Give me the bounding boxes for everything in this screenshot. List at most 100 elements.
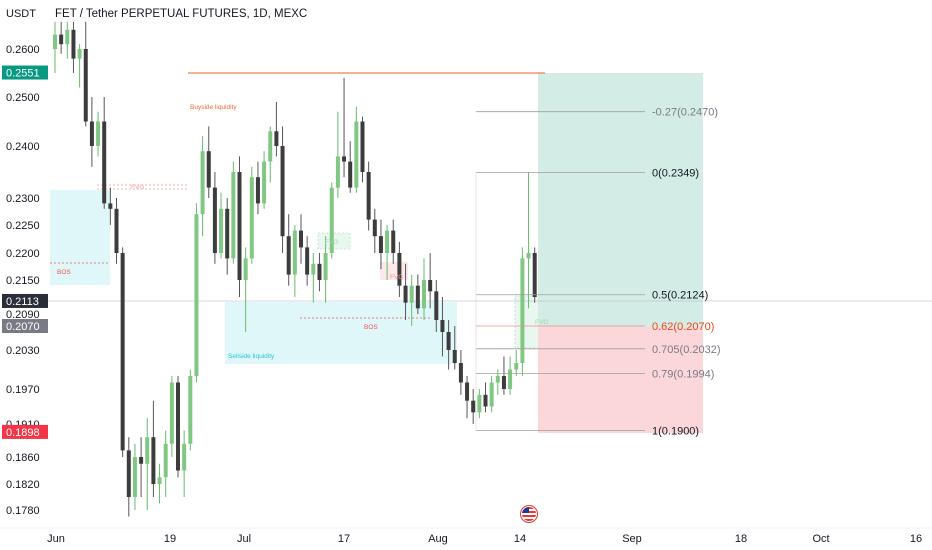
fib-label: 0.79(0.1994): [652, 368, 714, 380]
candle-body: [249, 177, 254, 259]
candle-body: [360, 121, 365, 172]
candle: [378, 219, 383, 270]
candle: [526, 172, 531, 309]
candle: [120, 247, 125, 457]
candle-body: [329, 187, 334, 253]
time-tick: 19: [164, 533, 176, 545]
candle-body: [194, 214, 199, 376]
candle-body: [489, 382, 494, 407]
candle: [489, 376, 494, 413]
fib-label: -0.27(0.2470): [652, 107, 718, 119]
candle: [434, 280, 439, 332]
candle: [458, 350, 463, 395]
candle: [194, 203, 199, 383]
candle: [391, 219, 396, 264]
candle-body: [59, 34, 64, 45]
candle-body: [526, 253, 531, 259]
candle: [446, 320, 451, 370]
candle-body: [114, 208, 119, 253]
fib-label: 0.5(0.2124): [652, 290, 708, 302]
candle-body: [299, 230, 303, 248]
candle-body: [323, 253, 328, 280]
candle-body: [96, 121, 101, 146]
time-tick: Oct: [812, 533, 829, 545]
candle: [102, 97, 107, 209]
candle-body: [422, 280, 426, 309]
candle: [188, 369, 193, 451]
fib-label: 0.705(0.2032): [652, 344, 721, 356]
candle: [200, 136, 205, 237]
candle: [280, 126, 285, 253]
price-tag-bg: [2, 424, 48, 439]
sellside-liquidity-label: Sellside liquidity: [228, 353, 275, 360]
candle: [415, 274, 420, 314]
price-tick: 0.2200: [6, 248, 40, 260]
candle-body: [169, 382, 174, 444]
candle-body: [409, 285, 414, 303]
candle: [292, 225, 297, 297]
candle-body: [514, 363, 519, 370]
price-tick: 0.1780: [6, 505, 40, 517]
candle: [169, 376, 174, 457]
us-flag-event-icon[interactable]: [520, 505, 538, 523]
candle: [132, 443, 137, 510]
candle: [77, 44, 82, 88]
candle: [286, 214, 291, 286]
candle: [255, 161, 260, 215]
candle-body: [108, 203, 113, 209]
candle-body: [83, 49, 88, 122]
candle-body: [231, 172, 236, 259]
fvg-label-small: FVG: [390, 274, 403, 281]
time-tick: 16: [910, 533, 922, 545]
price-tag: 0.2070: [2, 319, 48, 333]
price-tick: 0.1860: [6, 452, 40, 464]
price-tick: 0.2500: [6, 92, 40, 104]
time-tick: Sep: [622, 533, 642, 545]
candle: [397, 241, 402, 297]
candle: [249, 166, 254, 264]
candle-body: [268, 131, 273, 162]
candle: [225, 198, 230, 275]
candle-body: [225, 208, 230, 259]
candle: [483, 382, 488, 413]
candle: [440, 297, 445, 357]
candle-body: [495, 376, 500, 383]
candle-body: [53, 34, 57, 49]
time-axis-panel[interactable]: [0, 528, 932, 550]
profit-zone: [538, 73, 703, 327]
price-tick: 0.2250: [6, 220, 40, 232]
candle: [231, 161, 236, 264]
candle-body: [428, 280, 433, 292]
price-tag: 0.2113: [2, 293, 48, 308]
currency-label: USDT: [6, 8, 36, 20]
fvg-zone-left: [50, 190, 110, 285]
candle-body: [243, 258, 248, 280]
candle: [262, 151, 267, 209]
price-axis-panel[interactable]: [0, 0, 48, 528]
candle-body: [206, 151, 211, 188]
candle: [163, 430, 168, 497]
candles-layer: [53, 20, 537, 517]
candle: [71, 20, 76, 73]
candle: [299, 214, 303, 264]
candle-body: [89, 121, 94, 146]
candle-body: [391, 230, 396, 253]
candle-body: [274, 131, 279, 146]
price-tag-bg: [2, 65, 48, 80]
candle-body: [342, 156, 347, 162]
candle: [96, 111, 101, 157]
candle-body: [415, 285, 420, 309]
loss-zone: [538, 327, 703, 433]
candle-body: [157, 477, 162, 484]
candle-body: [280, 146, 285, 237]
candle-body: [132, 457, 137, 497]
candle-body: [520, 258, 525, 363]
candle-body: [255, 177, 260, 204]
candle: [372, 208, 377, 253]
candle-body: [139, 457, 144, 464]
candle: [145, 418, 150, 510]
candle: [354, 106, 359, 193]
fib-layer: -0.27(0.2470) 0(0.2349) 0.5(0.2124) 0.62(0.…: [475, 107, 721, 438]
time-tick: 14: [514, 533, 526, 545]
